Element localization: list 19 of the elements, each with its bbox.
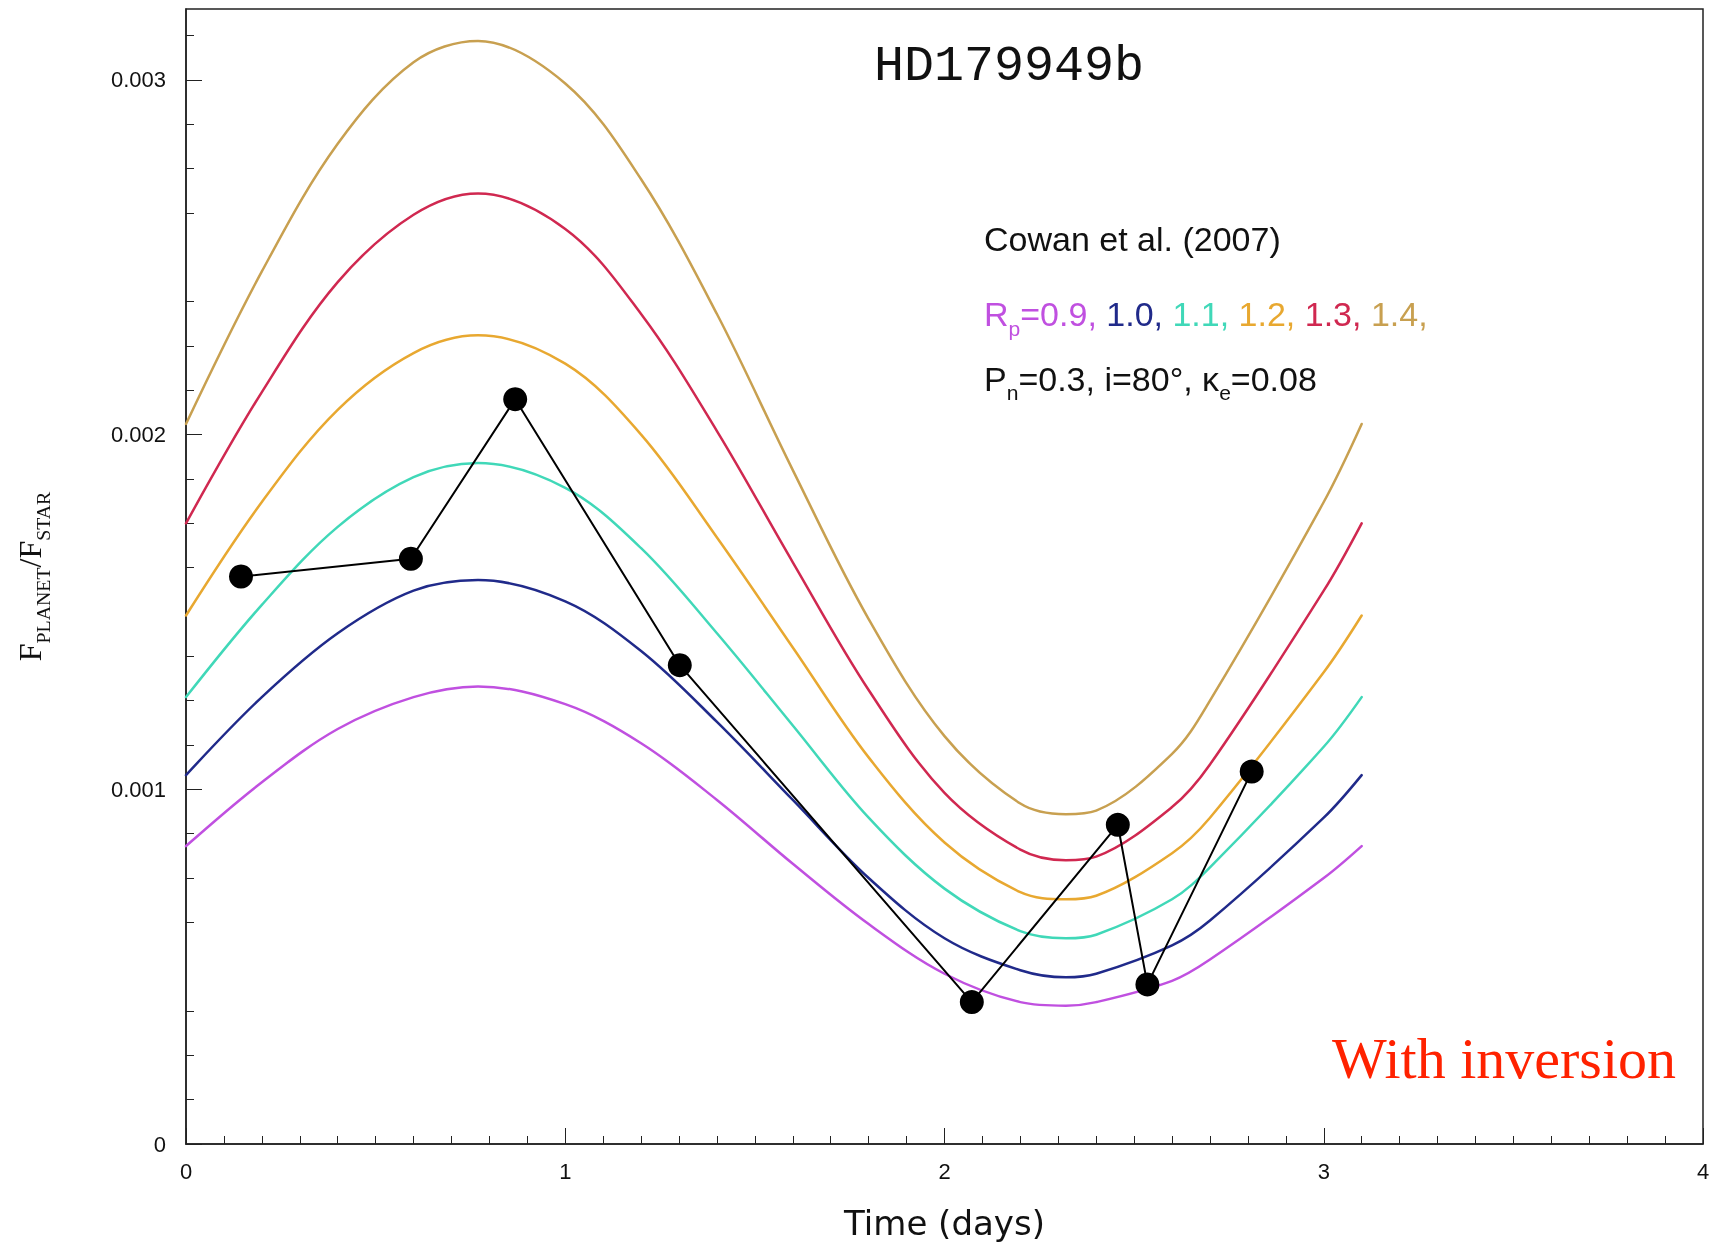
y-tick-label: 0.003	[110, 67, 166, 93]
y-axis-title: FPLANET/FSTAR	[12, 490, 55, 662]
x-tick-label: 0	[179, 1158, 193, 1184]
annotation: Cowan et al. (2007)	[984, 220, 1281, 258]
x-tick-label: 4	[1696, 1158, 1710, 1184]
text: 1.3,	[1304, 295, 1362, 334]
text: 1.2,	[1238, 295, 1296, 334]
annotation: With inversion	[1331, 1026, 1677, 1092]
y-tick-label: 0	[153, 1131, 166, 1157]
y-tick-label: 0.001	[110, 776, 166, 802]
y-tick-label: 0.002	[110, 422, 166, 448]
text: 1.0,	[1106, 295, 1164, 334]
x-tick-label: 2	[938, 1158, 951, 1184]
text: HD179949b	[873, 37, 1145, 95]
x-tick-label: 3	[1317, 1158, 1330, 1184]
text: 1.4,	[1370, 295, 1428, 334]
x-axis-title: Time (days)	[843, 1203, 1045, 1243]
text: 1.1,	[1172, 295, 1230, 334]
x-tick-label: 1	[559, 1158, 572, 1184]
